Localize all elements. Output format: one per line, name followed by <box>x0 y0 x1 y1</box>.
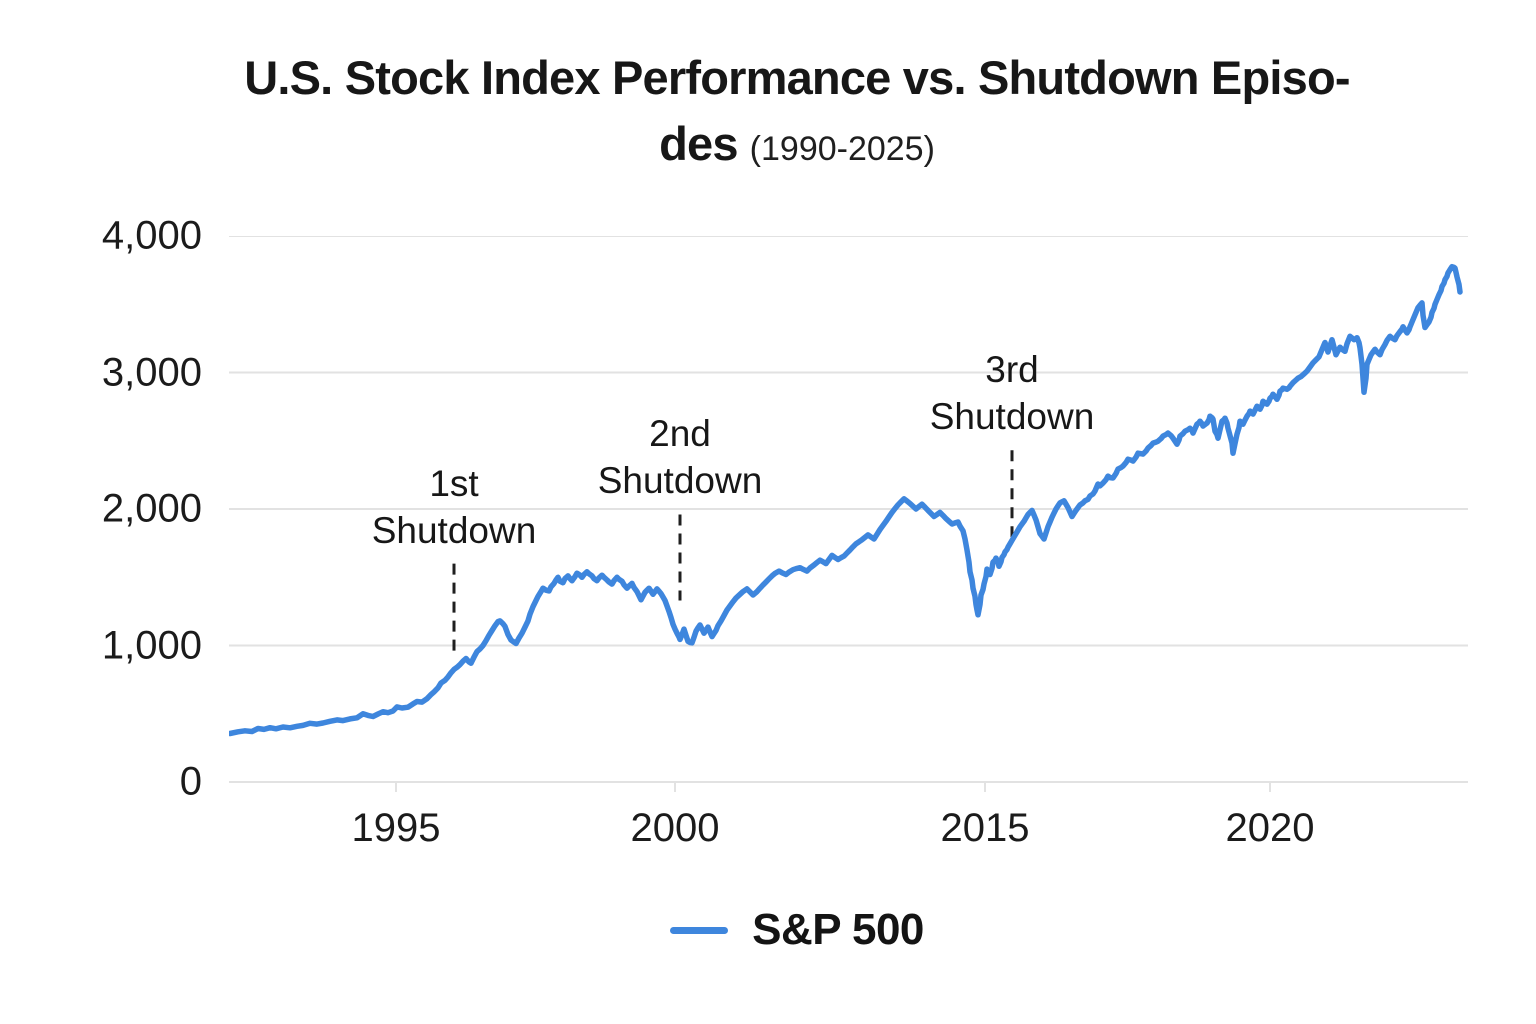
x-tick-label: 2015 <box>940 806 1030 850</box>
legend-line-swatch <box>670 926 729 934</box>
chart-title-line1: U.S. Stock Index Performance vs. Shutdow… <box>244 51 1350 104</box>
chart-subtitle: (1990-2025) <box>749 130 935 168</box>
shutdown-annotation-line-text: 2nd <box>649 413 711 455</box>
shutdown-annotation-label: 2nd Shutdown <box>598 410 763 504</box>
x-tick-label: 2000 <box>630 806 720 850</box>
x-tick-label: 2020 <box>1225 806 1315 850</box>
sp500-line <box>229 263 1463 737</box>
legend: S&P 500 <box>54 900 1536 960</box>
x-tick-label: 1995 <box>351 806 441 850</box>
shutdown-annotation-line-text: Shutdown <box>371 509 537 551</box>
y-tick-label: 4,000 <box>101 213 202 258</box>
y-tick-label: 3,000 <box>101 350 202 394</box>
shutdown-annotation-line-text: 1st <box>429 462 479 504</box>
shutdown-annotation-label: 1st Shutdown <box>372 460 537 554</box>
legend-series-label: S&P 500 <box>752 905 924 954</box>
shutdown-annotation-line-text: Shutdown <box>597 460 763 502</box>
y-tick-label: 0 <box>179 759 202 804</box>
y-tick-label: 1,000 <box>101 623 202 667</box>
y-tick-label: 2,000 <box>101 486 202 531</box>
chart-title-line2: des (1990-2025) <box>54 116 1536 171</box>
chart-title-line2-main: des <box>659 117 738 170</box>
shutdown-annotation-label: 3rd Shutdown <box>930 346 1095 440</box>
shutdown-annotation-line-text: 3rd <box>985 349 1039 391</box>
plot-area <box>229 236 1468 792</box>
shutdown-annotation-line-text: Shutdown <box>929 396 1095 438</box>
